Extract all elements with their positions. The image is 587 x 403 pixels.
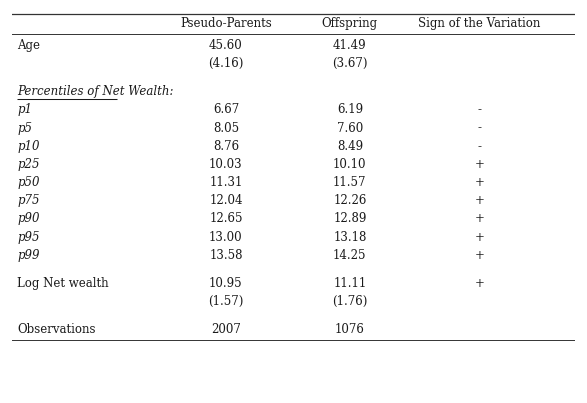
Text: -: -	[477, 104, 481, 116]
Text: Offspring: Offspring	[322, 17, 378, 30]
Text: 1076: 1076	[335, 323, 365, 336]
Text: Pseudo-Parents: Pseudo-Parents	[180, 17, 272, 30]
Text: p10: p10	[18, 140, 40, 153]
Text: 6.67: 6.67	[212, 104, 239, 116]
Text: +: +	[474, 212, 484, 225]
Text: 45.60: 45.60	[209, 39, 243, 52]
Text: 41.49: 41.49	[333, 39, 367, 52]
Text: 11.11: 11.11	[333, 277, 366, 290]
Text: p5: p5	[18, 122, 32, 135]
Text: (1.76): (1.76)	[332, 295, 367, 308]
Text: +: +	[474, 231, 484, 243]
Text: 11.31: 11.31	[209, 176, 242, 189]
Text: 6.19: 6.19	[337, 104, 363, 116]
Text: p95: p95	[18, 231, 40, 243]
Text: (1.57): (1.57)	[208, 295, 244, 308]
Text: p25: p25	[18, 158, 40, 171]
Text: Observations: Observations	[18, 323, 96, 336]
Text: 12.65: 12.65	[209, 212, 242, 225]
Text: 12.26: 12.26	[333, 194, 366, 207]
Text: 13.00: 13.00	[209, 231, 242, 243]
Text: -: -	[477, 140, 481, 153]
Text: +: +	[474, 277, 484, 290]
Text: p1: p1	[18, 104, 32, 116]
Text: +: +	[474, 194, 484, 207]
Text: 8.49: 8.49	[337, 140, 363, 153]
Text: 2007: 2007	[211, 323, 241, 336]
Text: 8.05: 8.05	[213, 122, 239, 135]
Text: Sign of the Variation: Sign of the Variation	[419, 17, 541, 30]
Text: 10.95: 10.95	[209, 277, 242, 290]
Text: 11.57: 11.57	[333, 176, 367, 189]
Text: 10.03: 10.03	[209, 158, 242, 171]
Text: p75: p75	[18, 194, 40, 207]
Text: p50: p50	[18, 176, 40, 189]
Text: p99: p99	[18, 249, 40, 262]
Text: Log Net wealth: Log Net wealth	[18, 277, 109, 290]
Text: 13.18: 13.18	[333, 231, 366, 243]
Text: (4.16): (4.16)	[208, 57, 244, 70]
Text: Percentiles of Net Wealth:: Percentiles of Net Wealth:	[18, 85, 174, 98]
Text: Age: Age	[18, 39, 41, 52]
Text: 12.04: 12.04	[209, 194, 242, 207]
Text: -: -	[477, 122, 481, 135]
Text: 12.89: 12.89	[333, 212, 366, 225]
Text: p90: p90	[18, 212, 40, 225]
Text: +: +	[474, 158, 484, 171]
Text: 13.58: 13.58	[209, 249, 242, 262]
Text: 14.25: 14.25	[333, 249, 367, 262]
Text: 7.60: 7.60	[337, 122, 363, 135]
Text: +: +	[474, 249, 484, 262]
Text: 10.10: 10.10	[333, 158, 367, 171]
Text: +: +	[474, 176, 484, 189]
Text: 8.76: 8.76	[213, 140, 239, 153]
Text: (3.67): (3.67)	[332, 57, 367, 70]
